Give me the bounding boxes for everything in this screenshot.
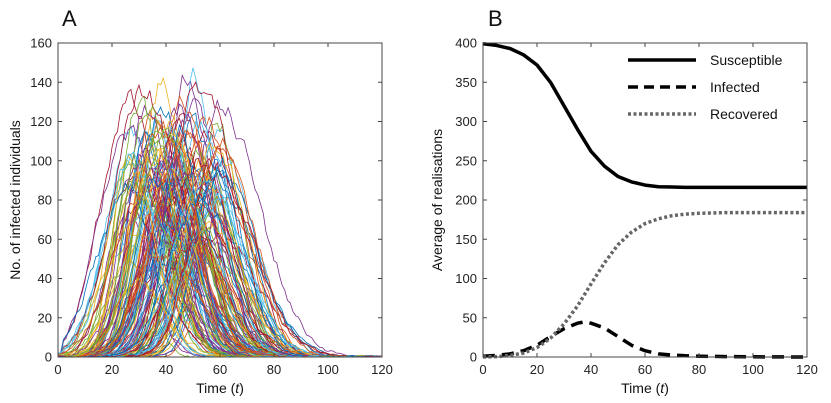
panel-b-y-tick-label: 250 — [455, 153, 477, 168]
panel-b-y-axis-label: Average of realisations — [429, 129, 445, 271]
panel-a-x-ticks: 0 20 40 60 80 100 120 — [54, 43, 393, 377]
panel-b-xlabel-prefix: Time ( — [621, 380, 660, 396]
panel-b-y-tick-label: 0 — [470, 350, 477, 365]
panel-b-y-tick-label: 350 — [455, 75, 477, 90]
panel-a-y-tick-label: 100 — [30, 153, 52, 168]
panel-b-y-tick-label: 150 — [455, 232, 477, 247]
panel-b-x-ticks: 0 20 40 60 80 100 120 — [479, 43, 818, 377]
panel-a: A 0 20 40 60 80 100 120 020406080100120140160 … — [7, 6, 393, 396]
panel-a-y-tick-label: 120 — [30, 114, 52, 129]
panel-a-y-tick-label: 20 — [38, 310, 52, 325]
panel-a-x-tick-label: 80 — [267, 362, 281, 377]
panel-b-xlabel-suffix: ) — [664, 380, 669, 396]
panel-b-y-ticks: 0 50 100 150 200 250 300 350 400 — [455, 36, 807, 365]
panel-b-x-tick-label: 120 — [796, 362, 818, 377]
panel-b-x-tick-label: 60 — [638, 362, 652, 377]
panel-a-y-axis-label: No. of infected individuals — [7, 120, 23, 280]
panel-a-x-axis-label: Time (t) — [196, 380, 244, 396]
panel-a-y-ticks: 0 20 40 60 80 100 120 140 160 — [30, 36, 382, 365]
panel-b-x-tick-label: 80 — [692, 362, 706, 377]
panel-b-label: B — [488, 6, 503, 31]
panel-a-x-tick-label: 120 — [371, 362, 393, 377]
panel-a-y-tick-label: 160 — [30, 36, 52, 51]
panel-a-x-tick-label: 0 — [54, 362, 61, 377]
panel-b-x-tick-label: 100 — [742, 362, 764, 377]
panel-b-xlabel-var: t — [660, 380, 665, 396]
panel-b-x-tick-label: 40 — [584, 362, 598, 377]
legend-infected-label: Infected — [710, 79, 760, 95]
panel-a-x-tick-label: 40 — [159, 362, 173, 377]
panel-b-x-axis-label: Time (t) — [621, 380, 669, 396]
panel-b-y-tick-label: 400 — [455, 36, 477, 51]
panel-a-xlabel-prefix: Time ( — [196, 380, 235, 396]
series-line-susceptible — [482, 42, 807, 190]
panel-a-xlabel-var: t — [235, 380, 240, 396]
realisation-lines — [57, 67, 383, 358]
panel-a-x-tick-label: 100 — [317, 362, 339, 377]
panel-a-y-tick-label: 0 — [45, 350, 52, 365]
panel-a-y-tick-label: 80 — [38, 193, 52, 208]
panel-a-label: A — [62, 6, 77, 31]
panel-b-x-tick-label: 20 — [530, 362, 544, 377]
panel-b-x-tick-label: 0 — [479, 362, 486, 377]
average-lines — [482, 42, 808, 359]
legend-susceptible-label: Susceptible — [710, 52, 783, 68]
panel-a-xlabel-suffix: ) — [239, 380, 244, 396]
legend: Susceptible Infected Recovered — [628, 52, 783, 122]
panel-b-y-tick-label: 200 — [455, 193, 477, 208]
panel-b-y-tick-label: 300 — [455, 114, 477, 129]
panel-b: B 0 20 40 60 80 100 120 0 50 100 150 200 250 300 350 4… — [429, 6, 818, 396]
panel-a-x-tick-label: 20 — [105, 362, 119, 377]
panel-b-y-tick-label: 100 — [455, 271, 477, 286]
panel-b-y-tick-label: 50 — [463, 310, 477, 325]
series-line-infected — [482, 319, 808, 359]
series-line-recovered — [482, 210, 807, 359]
legend-recovered-label: Recovered — [710, 106, 778, 122]
panel-a-y-tick-label: 60 — [38, 232, 52, 247]
panel-a-y-tick-label: 40 — [38, 271, 52, 286]
panel-a-x-tick-label: 60 — [213, 362, 227, 377]
panel-a-y-tick-label: 140 — [30, 75, 52, 90]
